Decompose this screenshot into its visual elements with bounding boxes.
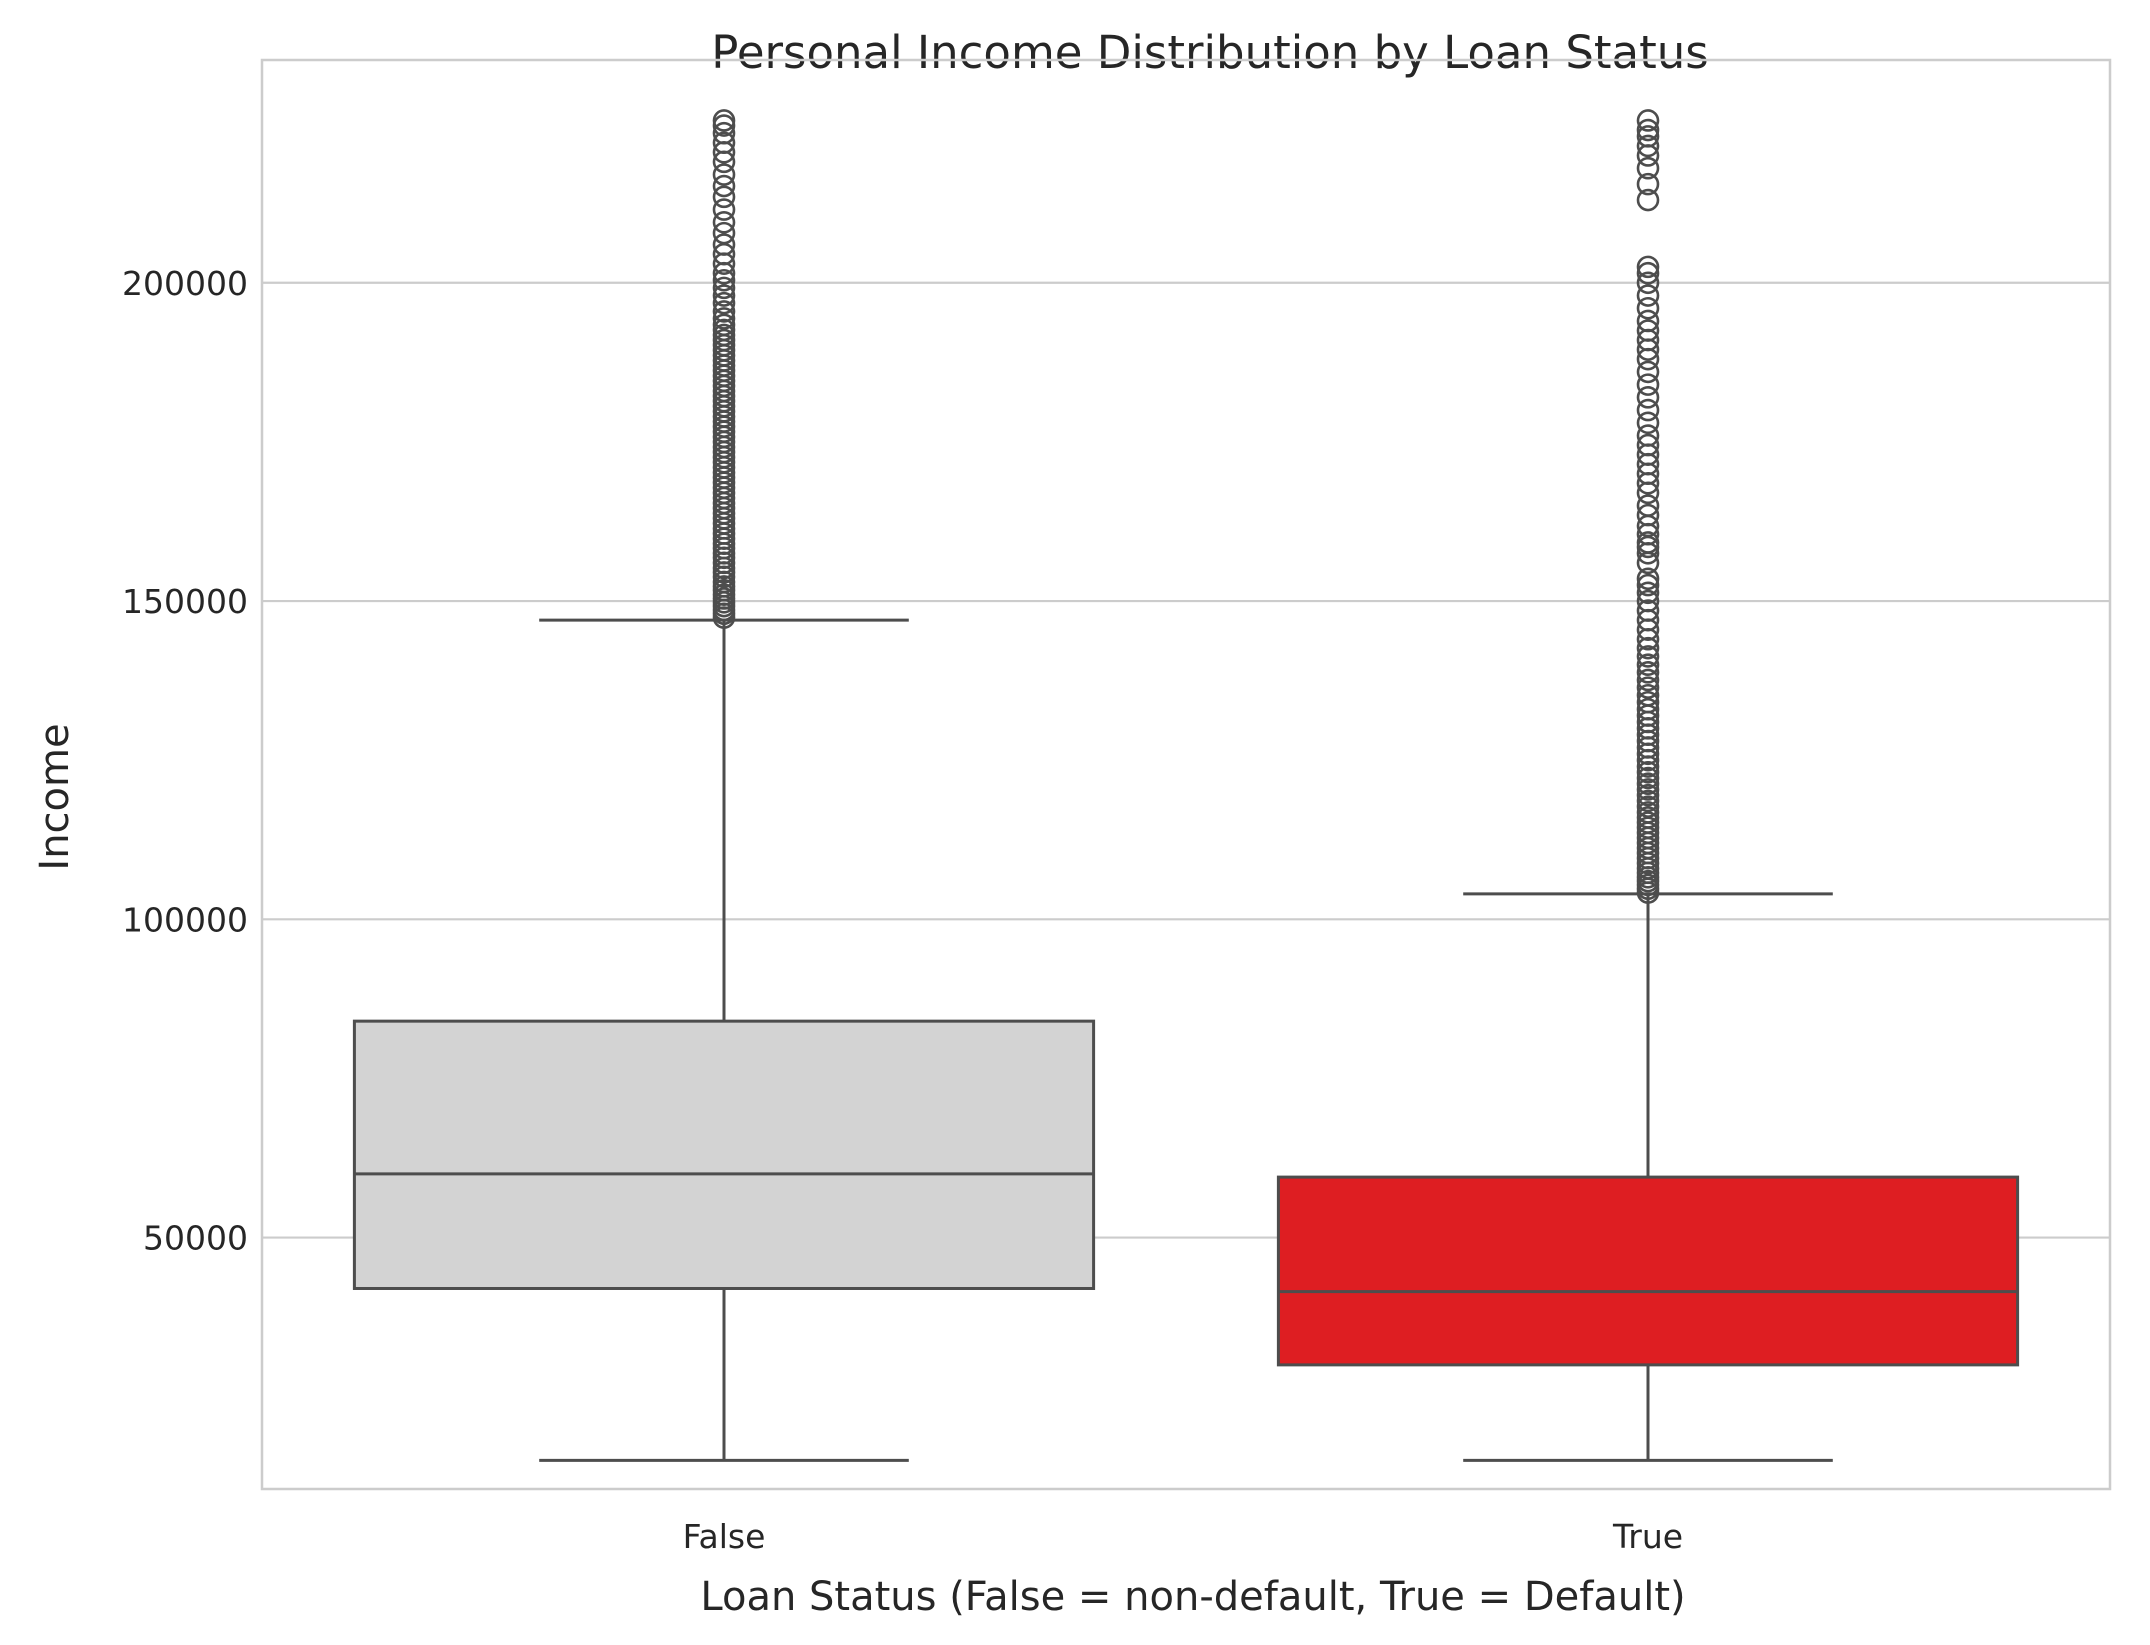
outlier-point (1636, 319, 1660, 342)
y-axis-label: Income (32, 723, 78, 870)
outlier-point (1636, 386, 1660, 409)
iqr-box (352, 1019, 1096, 1290)
outlier-point (1636, 766, 1660, 790)
outlier-point (1636, 683, 1660, 707)
outlier-point (1636, 661, 1660, 684)
outlier-point (1636, 398, 1660, 422)
outlier-point (1636, 589, 1660, 613)
box-group-true (1276, 109, 2020, 1462)
outlier-point (1636, 801, 1660, 824)
outlier-point (1636, 172, 1660, 196)
outlier-point (1636, 433, 1660, 457)
outlier-point (712, 163, 736, 186)
outlier-point (1636, 772, 1660, 796)
outlier-point (712, 300, 736, 323)
outlier-point (1636, 645, 1660, 668)
outlier-point (712, 221, 736, 245)
outlier-point (712, 313, 736, 337)
y-tick-label: 50000 (143, 1219, 248, 1258)
outlier-point (1636, 188, 1660, 212)
outlier-point (1636, 134, 1660, 158)
outlier-point (712, 131, 736, 155)
outlier-point (1636, 255, 1660, 279)
outlier-point (1636, 284, 1660, 307)
plot-frame (260, 58, 2112, 1491)
boxes (352, 109, 2020, 1462)
box-group-false (352, 109, 1096, 1462)
outlier-point (712, 121, 736, 145)
outlier-point (1636, 373, 1660, 396)
outlier-point (1636, 783, 1660, 807)
outlier-point (712, 174, 736, 198)
outlier-point (1636, 424, 1660, 447)
y-tick-label: 100000 (122, 900, 248, 939)
outlier-point (1636, 636, 1660, 660)
outlier-point (1636, 360, 1660, 384)
outlier-point (1636, 690, 1660, 714)
y-tick-label: 150000 (122, 582, 248, 621)
x-tick-label: True (1612, 1517, 1683, 1556)
outlier-point (1636, 653, 1660, 676)
outlier-point (712, 109, 736, 132)
outlier-point (712, 211, 736, 234)
outlier-point (1636, 778, 1660, 801)
x-tick-label: False (683, 1517, 766, 1556)
outlier-point (1636, 494, 1660, 517)
outlier-point (712, 185, 736, 209)
outlier-point (1636, 261, 1660, 285)
x-axis-label: Loan Status (False = non-default, True =… (700, 1574, 1685, 1620)
outlier-point (712, 233, 736, 256)
outlier-point (1636, 271, 1660, 295)
outlier-point (1636, 156, 1660, 180)
outlier-point (712, 276, 736, 300)
outlier-point (712, 198, 736, 221)
outlier-point (712, 307, 736, 330)
outlier-point (1636, 599, 1660, 622)
outlier-point (1636, 567, 1660, 591)
outlier-point (712, 268, 736, 292)
outlier-point (1636, 411, 1660, 435)
outlier-point (1636, 789, 1660, 813)
outlier-point (1636, 581, 1660, 605)
outlier-point (1636, 109, 1660, 132)
outlier-point (1636, 697, 1660, 721)
outlier-point (1636, 668, 1660, 692)
y-tick-labels: 50000 100000 150000 200000 (122, 264, 248, 1258)
outlier-point (1636, 118, 1660, 142)
chart-title: Personal Income Distribution by Loan Sta… (711, 26, 1708, 79)
y-tick-label: 200000 (122, 264, 248, 303)
x-tick-labels: False True (683, 1517, 1683, 1556)
outlier-point (1636, 296, 1660, 320)
outlier-point (1636, 795, 1660, 818)
outlier-point (1636, 760, 1660, 784)
outlier-point (1636, 125, 1660, 148)
outlier-point (1636, 503, 1660, 527)
outlier-point (712, 291, 736, 315)
outlier-point (1636, 573, 1660, 597)
outlier-point (712, 284, 736, 307)
outlier-point (1636, 531, 1660, 554)
outlier-point (1636, 309, 1660, 333)
iqr-box (1276, 1175, 2020, 1367)
outlier-point (1636, 676, 1660, 699)
